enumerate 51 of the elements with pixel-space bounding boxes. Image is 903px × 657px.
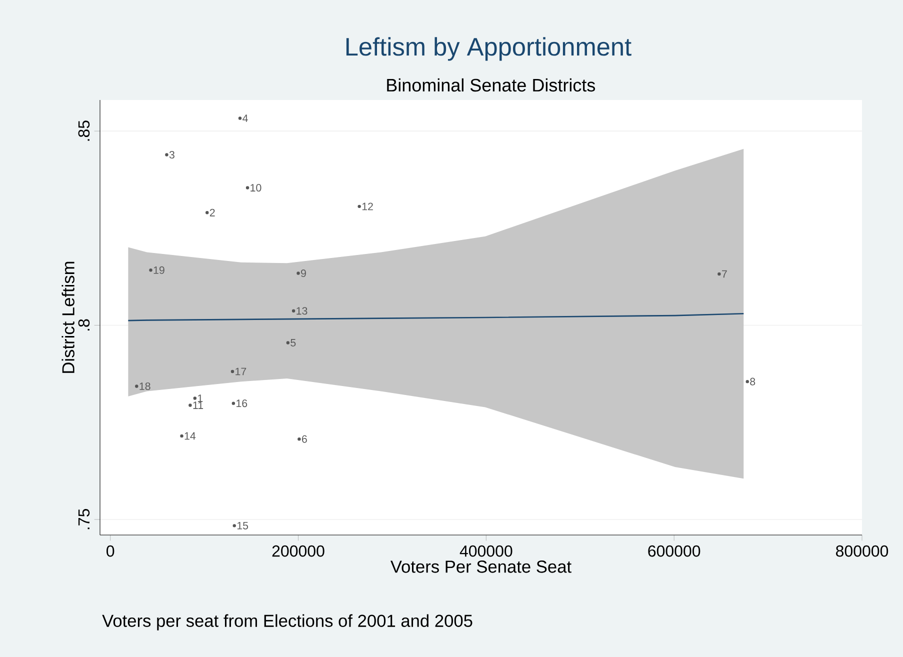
point: [296, 272, 300, 275]
point: [718, 272, 721, 276]
annotation: 5: [290, 339, 296, 346]
y-tick-label: .85: [78, 120, 90, 141]
point: [232, 524, 236, 528]
point: [180, 434, 184, 438]
x-axis-title: Voters Per Senate Seat: [390, 560, 572, 573]
annotation: 16: [236, 400, 248, 408]
x-tick-label: 400000: [460, 545, 512, 557]
annotation: 11: [193, 402, 204, 409]
annotation: 4: [242, 114, 248, 122]
annotation: 17: [236, 368, 246, 376]
point: [286, 341, 290, 344]
point: [149, 268, 152, 272]
x-tick-label: 200000: [272, 545, 324, 557]
point: [232, 402, 236, 405]
point: [135, 384, 138, 388]
annotation: 13: [296, 307, 308, 315]
annotation: 7: [722, 270, 727, 278]
annotation: 19: [154, 266, 164, 274]
point: [358, 204, 361, 208]
point: [292, 309, 296, 312]
point: [165, 153, 168, 156]
annotation: 18: [140, 382, 150, 390]
text: Voters per seat from Elections of 2001 and 2005: [102, 614, 472, 630]
y-tick-label: .8: [78, 319, 90, 330]
point: [298, 437, 301, 441]
annotation: 15: [237, 522, 248, 530]
x-tick-label: 0: [106, 545, 114, 557]
x-tick-label: 600000: [648, 545, 700, 557]
y-tick-label: .75: [78, 509, 90, 530]
point: [746, 380, 749, 384]
annotation: 12: [362, 202, 373, 210]
point: [188, 404, 192, 407]
annotation: 10: [250, 184, 262, 192]
x-tick-label: 800000: [836, 545, 888, 557]
annotation: 1: [198, 394, 203, 402]
y-axis-title: District Leftism: [62, 262, 74, 373]
point: [230, 370, 234, 374]
point: [193, 396, 197, 400]
chart-title: Leftism by Apportionment: [346, 37, 632, 61]
annotation: 6: [302, 435, 307, 443]
point: [206, 211, 209, 214]
annotation: 3: [169, 150, 174, 159]
annotation: 14: [184, 432, 196, 440]
annotation: 2: [210, 208, 215, 216]
annotation: 9: [301, 269, 306, 277]
annotation: 8: [750, 378, 756, 386]
point: [246, 186, 250, 190]
chart-subtitle: Binominal Senate Districts: [387, 78, 596, 92]
point: [238, 116, 242, 120]
